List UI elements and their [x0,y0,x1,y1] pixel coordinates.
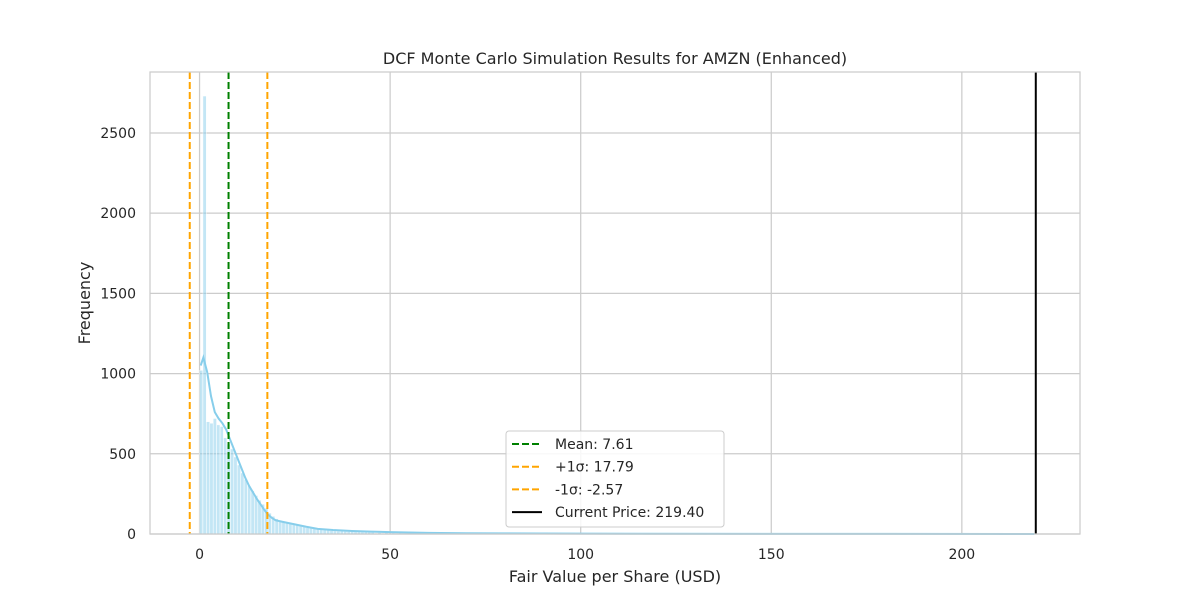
histogram-bar [298,525,303,535]
histogram-bars [199,95,527,535]
reference-lines [188,72,1037,534]
histogram-bar [243,479,248,535]
histogram-bar [230,448,234,535]
plot-frame [149,71,1081,535]
histogram-bar [240,472,245,535]
y-tick-label: 500 [109,447,136,463]
histogram-bar [295,524,300,535]
histogram-bar [216,424,221,535]
legend-entry: Mean: 7.61 [555,437,633,453]
x-tick-label: 150 [758,547,785,563]
y-tick-label: 1000 [100,367,136,383]
y-tick-label: 1500 [100,286,136,302]
legend-entry: +1σ: 17.79 [555,460,634,476]
histogram-bar [250,490,255,535]
histogram-bar [254,495,258,535]
histogram-bar [199,370,203,535]
x-tick-label: 100 [567,547,594,563]
histogram-bar [237,464,241,535]
x-tick-label: 0 [195,547,204,563]
histogram-bar [206,421,210,535]
y-tick-label: 0 [127,527,136,543]
histogram-bar [247,485,252,535]
y-tick-label: 2000 [100,206,136,222]
histogram-bar [302,526,306,535]
y-tick-labels: 0 500 1000 1500 2000 2500 [100,126,136,543]
histogram-bar [285,522,289,535]
histogram-bar [305,527,310,535]
y-tick-label: 2500 [100,126,136,142]
histogram-bar [202,95,207,535]
legend-box [505,430,725,528]
histogram-bar [219,426,224,535]
legend: Mean: 7.61 +1σ: 17.79 -1σ: -2.57 Current Pr… [505,430,725,528]
histogram-bar [223,437,228,535]
legend-entry: Current Price: 219.40 [555,505,704,521]
chart-title: DCF Monte Carlo Simulation Results for A… [383,49,847,68]
histogram-bar [309,528,313,535]
legend-entry: -1σ: -2.57 [555,482,623,498]
histogram-bar [291,524,296,535]
histogram-bar [213,418,217,535]
y-axis-label: Frequency [75,262,94,345]
histogram-bar [209,423,214,535]
x-tick-label: 50 [381,547,399,563]
x-tick-label: 200 [948,547,975,563]
histogram-bar [233,456,238,535]
histogram-bar [312,528,317,535]
histogram-bar [288,523,293,535]
x-axis-label: Fair Value per Share (USD) [509,567,721,586]
histogram-bar [281,521,286,535]
x-tick-labels: 0 50 100 150 200 [195,547,975,563]
